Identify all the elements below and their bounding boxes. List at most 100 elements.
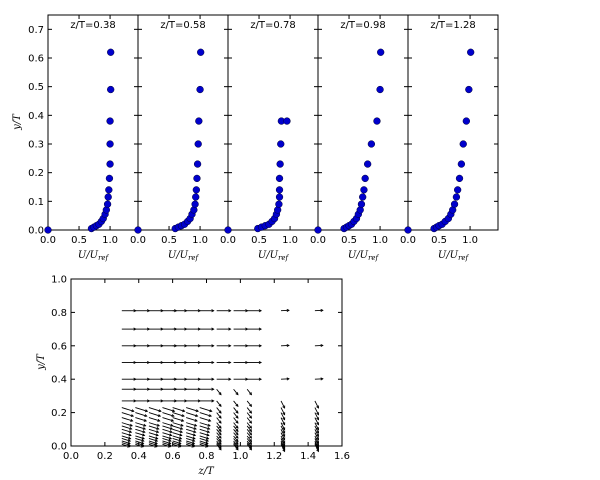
data-point <box>192 193 200 201</box>
vector-arrow <box>199 438 209 442</box>
vector-arrowhead <box>129 426 133 430</box>
vector-arrow <box>314 400 319 409</box>
data-point <box>455 174 464 183</box>
vector-arrowhead <box>154 444 158 448</box>
x-tick-label: 1.6 <box>334 451 350 462</box>
data-point <box>459 140 467 148</box>
y-tick-label: 0.1 <box>28 197 44 208</box>
vector-arrowhead <box>249 447 253 451</box>
vector-arrowhead <box>157 414 162 418</box>
vector-arrow <box>148 435 158 440</box>
x-tick-label: 0.0 <box>400 235 416 246</box>
data-point <box>364 160 372 168</box>
vector-arrowhead <box>218 410 222 414</box>
vector-arrowhead <box>193 430 197 434</box>
vector-arrow <box>233 400 239 407</box>
x-tick-label: 1.0 <box>232 451 248 462</box>
y-tick-label: 0.4 <box>28 111 44 122</box>
data-point <box>105 186 113 194</box>
vector-arrow <box>280 440 286 449</box>
vector-arrowhead <box>171 414 175 418</box>
vector-arrowhead <box>156 426 160 430</box>
profile-x-axis-label: U/Uref <box>438 250 470 262</box>
vector-arrow <box>216 407 222 414</box>
vector-arrow <box>135 412 147 417</box>
vector-arrowhead <box>208 414 212 418</box>
data-point <box>465 85 473 94</box>
profile-x-axis-label: U/Uref <box>258 250 290 262</box>
vector-arrowhead <box>155 430 160 434</box>
vector-arrow <box>246 444 252 451</box>
y-tick-label: 0.6 <box>28 54 44 65</box>
vector-arrow <box>162 425 173 430</box>
vector-arrowhead <box>211 360 215 365</box>
vector-arrow <box>246 388 252 395</box>
vector-arrow <box>314 440 319 449</box>
vector-arrow <box>121 422 133 427</box>
x-tick-label: 0.5 <box>341 235 357 246</box>
vector-arrowhead <box>228 327 232 331</box>
vector-arrowhead <box>235 420 239 424</box>
data-point <box>457 160 466 168</box>
vector-arrowhead <box>168 439 172 443</box>
vector-arrow <box>186 432 196 436</box>
vector-arrowhead <box>168 436 173 440</box>
panel-frame <box>227 14 319 231</box>
x-tick-label: 0.6 <box>165 451 181 462</box>
vector-arrowhead <box>249 420 253 424</box>
vector-arrowhead <box>195 409 200 413</box>
vector-arrow <box>199 435 209 440</box>
vector-arrow <box>314 444 319 452</box>
vector-arrowhead <box>205 444 209 448</box>
x-tick-label: 0.8 <box>199 451 215 462</box>
vector-arrowhead <box>218 432 222 436</box>
vector-arrowhead <box>286 308 290 312</box>
vector-arrowhead <box>169 430 173 434</box>
vector-arrowhead <box>218 403 222 408</box>
vector-arrow <box>199 422 211 427</box>
vector-arrow <box>186 438 195 442</box>
vector-arrowhead <box>142 430 146 434</box>
vector-arrow <box>121 442 130 446</box>
vector-arrowhead <box>141 439 145 443</box>
vector-arrow <box>216 440 222 447</box>
vector-arrow <box>148 442 158 446</box>
data-point <box>193 160 202 168</box>
vector-arrowhead <box>127 439 132 443</box>
vector-arrowhead <box>320 377 324 381</box>
vector-arrow <box>314 432 319 440</box>
vector-arrow <box>280 412 286 420</box>
vector-arrow <box>216 429 222 436</box>
data-point <box>276 160 284 168</box>
x-tick-label: 1.2 <box>266 451 282 462</box>
quiver-axis-labels: z/T y/T <box>36 353 215 477</box>
vector-arrow <box>148 432 159 436</box>
vector-arrowhead <box>286 377 290 381</box>
vector-arrow <box>121 438 131 442</box>
y-tick-label: 0.8 <box>51 308 67 319</box>
vector-arrowhead <box>211 387 215 391</box>
vector-arrow <box>162 432 172 436</box>
vector-arrow <box>233 388 239 395</box>
vector-arrow <box>135 440 144 444</box>
data-point <box>275 193 284 201</box>
y-tick-label: 0.5 <box>28 82 44 93</box>
vector-arrowhead <box>142 433 146 437</box>
data-point <box>197 48 205 56</box>
quiver-y-axis-label: y/T <box>36 353 47 371</box>
vector-arrowhead <box>181 414 185 418</box>
vector-arrow <box>162 442 171 446</box>
profile-panel: z/T=1.28 0.0 0.5 1.0 U/Uref <box>400 14 499 262</box>
vector-arrow <box>135 422 146 427</box>
vector-arrow <box>246 429 252 436</box>
vector-arrowhead <box>207 426 211 430</box>
vector-arrowhead <box>316 412 320 416</box>
vector-arrow <box>148 440 158 444</box>
data-point <box>314 226 322 234</box>
vector-arrowhead <box>180 423 184 427</box>
vector-arrow <box>148 407 162 412</box>
vector-arrowhead <box>218 415 222 419</box>
vector-arrowhead <box>154 439 159 443</box>
vector-arrowhead <box>209 409 213 413</box>
vector-arrow <box>121 432 132 436</box>
